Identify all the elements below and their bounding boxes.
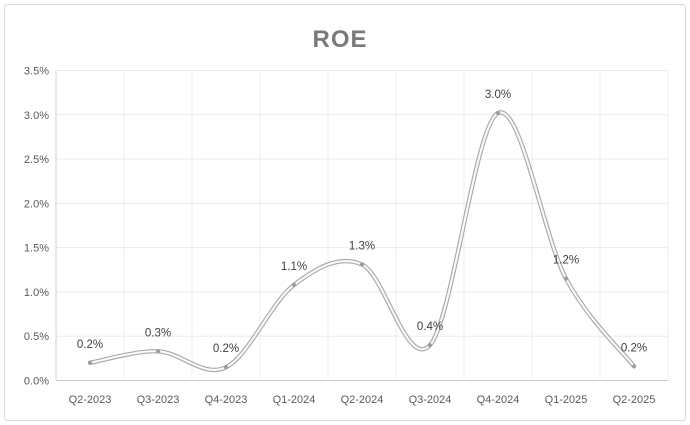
chart-title: ROE xyxy=(312,26,367,53)
data-label: 1.2% xyxy=(553,255,579,267)
data-label: 1.1% xyxy=(281,261,307,273)
data-label: 0.2% xyxy=(621,342,647,354)
data-point-marker xyxy=(88,360,92,365)
data-labels: 0.2% 0.3% 0.2% 1.1% 1.3% 0.4% 3.0% 1.2% 0.2% xyxy=(77,89,647,355)
data-point-markers xyxy=(88,111,636,370)
data-label: 3.0% xyxy=(485,89,511,101)
data-point-marker xyxy=(360,262,364,267)
gridlines xyxy=(55,70,669,381)
series-line-inner xyxy=(88,111,636,371)
x-tick-label: Q3-2023 xyxy=(137,394,180,406)
y-tick-label: 3.0% xyxy=(24,110,49,122)
y-tick-label: 3.5% xyxy=(24,66,49,78)
y-tick-label: 1.5% xyxy=(24,243,49,255)
x-tick-label: Q1-2025 xyxy=(545,394,588,406)
x-tick-label: Q3-2024 xyxy=(409,394,452,406)
x-tick-label: Q4-2023 xyxy=(205,394,248,406)
axis-tick-labels: 0.0% 0.5% 1.0% 1.5% 2.0% 2.5% 3.0% 3.5% Q2-2023 Q… xyxy=(24,66,655,407)
data-point-marker xyxy=(156,349,160,354)
x-tick-label: Q2-2023 xyxy=(69,394,112,406)
x-tick-label: Q1-2024 xyxy=(273,394,316,406)
data-label: 0.3% xyxy=(145,327,171,339)
x-tick-label: Q2-2024 xyxy=(341,394,384,406)
data-point-marker xyxy=(632,364,636,369)
data-point-marker xyxy=(496,111,500,116)
data-label: 0.2% xyxy=(213,343,239,355)
data-label: 0.4% xyxy=(417,321,443,333)
data-point-marker xyxy=(224,365,228,370)
data-point-marker xyxy=(428,343,432,348)
y-tick-label: 2.0% xyxy=(24,198,49,210)
chart-outer-border xyxy=(4,4,686,421)
data-point-marker xyxy=(564,276,568,281)
x-tick-label: Q2-2025 xyxy=(613,394,656,406)
data-label: 1.3% xyxy=(349,240,375,252)
y-tick-label: 0.5% xyxy=(24,331,49,343)
roe-series-line xyxy=(87,110,637,373)
y-tick-label: 1.0% xyxy=(24,287,49,299)
y-tick-label: 0.0% xyxy=(24,376,49,388)
data-label: 0.2% xyxy=(77,339,103,351)
x-tick-label: Q4-2024 xyxy=(477,394,520,406)
data-point-marker xyxy=(292,282,296,287)
y-tick-label: 2.5% xyxy=(24,154,49,166)
